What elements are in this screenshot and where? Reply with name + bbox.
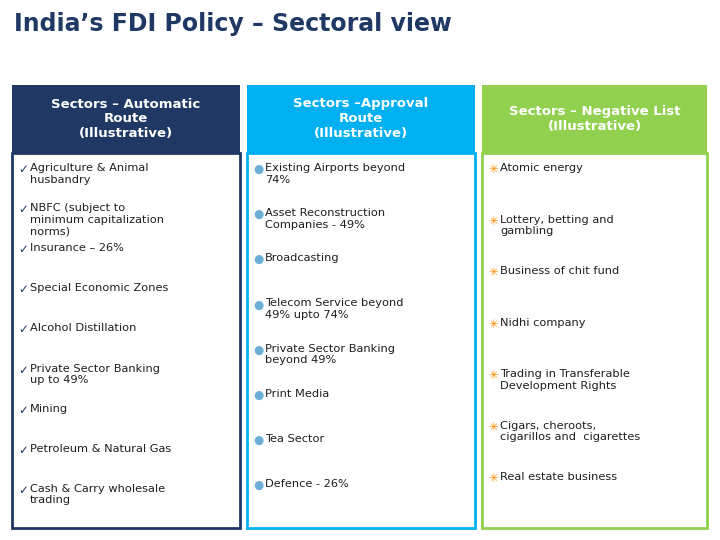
FancyBboxPatch shape [482, 85, 707, 153]
Text: ●: ● [253, 343, 264, 356]
Text: ●: ● [253, 479, 264, 492]
Text: ●: ● [253, 434, 264, 447]
Text: Sectors – Negative List
(Illustrative): Sectors – Negative List (Illustrative) [509, 105, 680, 133]
Text: ●: ● [253, 389, 264, 402]
Text: Private Sector Banking
beyond 49%: Private Sector Banking beyond 49% [265, 343, 395, 365]
Text: Special Economic Zones: Special Economic Zones [30, 284, 168, 293]
FancyBboxPatch shape [482, 153, 707, 528]
Text: ✳: ✳ [488, 163, 498, 176]
Text: Defence - 26%: Defence - 26% [265, 479, 348, 489]
Text: ✓: ✓ [18, 323, 28, 336]
Text: Atomic energy: Atomic energy [500, 163, 583, 173]
Text: ✳: ✳ [488, 266, 498, 279]
Text: ✓: ✓ [18, 444, 28, 457]
Text: Nidhi company: Nidhi company [500, 318, 585, 328]
Text: Tea Sector: Tea Sector [265, 434, 324, 444]
Text: ✓: ✓ [18, 484, 28, 497]
FancyBboxPatch shape [12, 153, 240, 528]
Text: Business of chit fund: Business of chit fund [500, 266, 619, 276]
Text: Agriculture & Animal
husbandry: Agriculture & Animal husbandry [30, 163, 148, 185]
Text: NBFC (subject to
minimum capitalization
norms): NBFC (subject to minimum capitalization … [30, 203, 164, 237]
Text: ●: ● [253, 163, 264, 176]
FancyBboxPatch shape [247, 153, 475, 528]
Text: ✳: ✳ [488, 318, 498, 330]
FancyBboxPatch shape [12, 85, 240, 153]
Text: ✓: ✓ [18, 203, 28, 216]
Text: Cash & Carry wholesale
trading: Cash & Carry wholesale trading [30, 484, 165, 505]
Text: ✳: ✳ [488, 421, 498, 434]
Text: ✓: ✓ [18, 363, 28, 376]
Text: Sectors –Approval
Route
(Illustrative): Sectors –Approval Route (Illustrative) [293, 98, 428, 140]
Text: Existing Airports beyond
74%: Existing Airports beyond 74% [265, 163, 405, 185]
Text: ●: ● [253, 253, 264, 266]
Text: ✳: ✳ [488, 214, 498, 227]
Text: Broadcasting: Broadcasting [265, 253, 340, 263]
Text: Private Sector Banking
up to 49%: Private Sector Banking up to 49% [30, 363, 160, 385]
Text: ●: ● [253, 299, 264, 312]
Text: Lottery, betting and
gambling: Lottery, betting and gambling [500, 214, 613, 236]
Text: ✓: ✓ [18, 163, 28, 176]
Text: Petroleum & Natural Gas: Petroleum & Natural Gas [30, 444, 171, 454]
Text: Print Media: Print Media [265, 389, 329, 399]
Text: ✓: ✓ [18, 243, 28, 256]
FancyBboxPatch shape [247, 85, 475, 153]
Text: ✳: ✳ [488, 472, 498, 485]
Text: Asset Reconstruction
Companies - 49%: Asset Reconstruction Companies - 49% [265, 208, 385, 230]
Text: Real estate business: Real estate business [500, 472, 617, 482]
Text: ✓: ✓ [18, 404, 28, 417]
Text: Mining: Mining [30, 404, 68, 414]
Text: Telecom Service beyond
49% upto 74%: Telecom Service beyond 49% upto 74% [265, 299, 403, 320]
Text: Insurance – 26%: Insurance – 26% [30, 243, 124, 253]
Text: Cigars, cheroots,
cigarillos and  cigarettes: Cigars, cheroots, cigarillos and cigaret… [500, 421, 640, 442]
Text: India’s FDI Policy – Sectoral view: India’s FDI Policy – Sectoral view [14, 12, 452, 36]
Text: ✓: ✓ [18, 284, 28, 296]
Text: Sectors – Automatic
Route
(Illustrative): Sectors – Automatic Route (Illustrative) [51, 98, 201, 140]
Text: Alcohol Distillation: Alcohol Distillation [30, 323, 136, 333]
Text: ✳: ✳ [488, 369, 498, 382]
Text: Trading in Transferable
Development Rights: Trading in Transferable Development Righ… [500, 369, 630, 391]
Text: ●: ● [253, 208, 264, 221]
